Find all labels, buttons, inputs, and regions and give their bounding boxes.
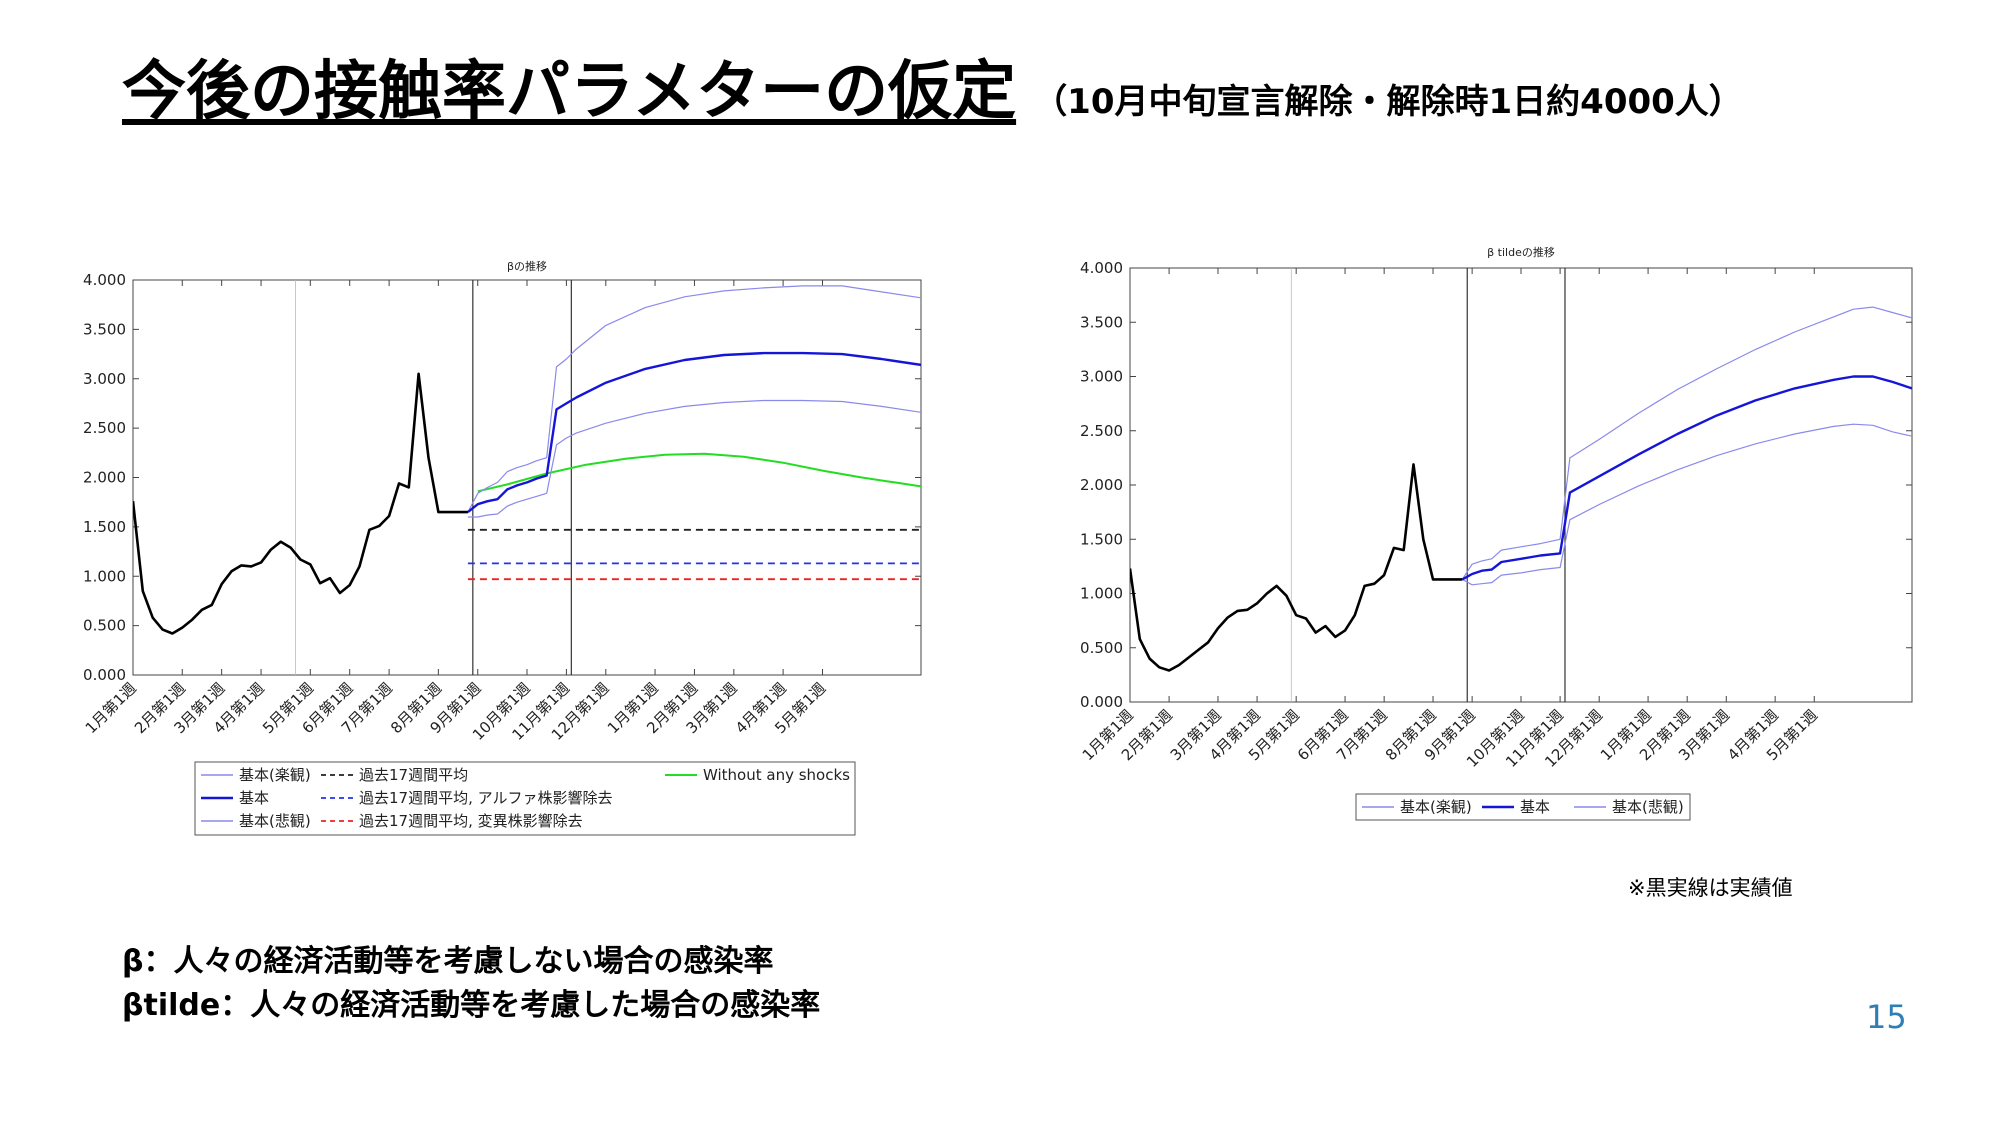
legend-label: 基本(楽観) (1400, 798, 1472, 816)
y-tick-label: 3.000 (83, 370, 126, 388)
slide-title: 今後の接触率パラメターの仮定 （10月中旬宣言解除・解除時1日約4000人） (122, 40, 1743, 132)
legend-label: 基本(悲観) (1612, 798, 1684, 816)
y-tick-label: 3.000 (1080, 368, 1123, 386)
legend-label: 過去17週間平均 (359, 766, 468, 784)
y-tick-label: 2.500 (83, 419, 126, 437)
y-tick-label: 2.000 (1080, 476, 1123, 494)
y-tick-label: 0.500 (1080, 639, 1123, 657)
definition-beta: β：人々の経済活動等を考慮しない場合の感染率 (122, 944, 774, 979)
legend-label: 過去17週間平均, アルファ株影響除去 (359, 789, 612, 807)
legend-label: Without any shocks (703, 766, 850, 784)
legend-label: 過去17週間平均, 変異株影響除去 (359, 812, 583, 830)
legend-box (194, 761, 856, 836)
plot-frame (132, 279, 922, 676)
y-tick-label: 2.000 (83, 469, 126, 487)
definition-beta-tilde: βtilde：人々の経済活動等を考慮した場合の感染率 (122, 988, 821, 1023)
y-tick-label: 3.500 (1080, 313, 1123, 331)
definitions: β：人々の経済活動等を考慮しない場合の感染率 βtilde：人々の経済活動等を考… (122, 940, 820, 1028)
beta-chart: βの推移 0.000 0.500 1.000 1.500 2.000 2.500 3.000 3… (82, 259, 922, 836)
series-line-band-3 (1462, 423, 1912, 586)
y-tick-label: 4.000 (1080, 259, 1123, 277)
beta-tilde-chart: β tildeの推移 0.000 0.500 1.000 1.500 2.000 2.500… (1079, 245, 1913, 821)
y-tick-label: 1.500 (1080, 530, 1123, 548)
title-subtitle: （10月中旬宣言解除・解除時1日約4000人） (1033, 82, 1743, 122)
legend-label: 基本 (239, 789, 269, 807)
series-line-band-3 (467, 399, 921, 518)
title-main: 今後の接触率パラメターの仮定 (122, 55, 1017, 129)
y-tick-label: 4.000 (83, 271, 126, 289)
y-tick-label: 1.500 (83, 518, 126, 536)
series-line-band-1 (467, 285, 921, 513)
page-number: 15 (1866, 998, 1907, 1036)
series-line-base-2 (467, 351, 921, 514)
series-line-base-2 (1461, 375, 1912, 581)
y-tick-label: 0.500 (83, 617, 126, 635)
y-tick-label: 3.500 (83, 320, 126, 338)
actual-value-note: ※黒実線は実績値 (1628, 876, 1793, 900)
plot-frame (1129, 267, 1913, 703)
y-tick-label: 0.000 (1080, 693, 1123, 711)
series-line-actual-0 (133, 372, 468, 635)
y-tick-label: 2.500 (1080, 422, 1123, 440)
series-line-actual-0 (1130, 463, 1463, 672)
legend-label: 基本 (1520, 798, 1550, 816)
y-tick-label: 1.000 (1080, 585, 1123, 603)
chart-title: β tildeの推移 (1487, 245, 1555, 259)
y-tick-label: 1.000 (83, 567, 126, 585)
legend-label: 基本(悲観) (239, 812, 311, 830)
series-line-band-1 (1461, 306, 1912, 580)
y-tick-label: 0.000 (83, 666, 126, 684)
legend-box (1355, 793, 1691, 821)
legend-label: 基本(楽観) (239, 766, 311, 784)
chart-title: βの推移 (507, 259, 547, 273)
x-tick-label: 1月第1週 (82, 679, 140, 737)
